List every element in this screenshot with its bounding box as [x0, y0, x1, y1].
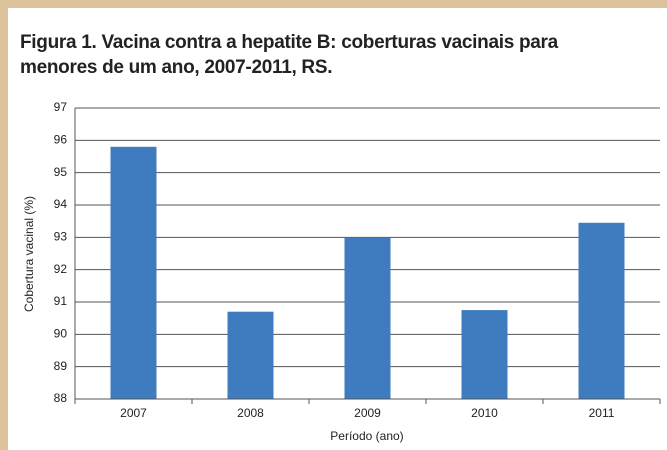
y-tick-label: 93 — [54, 230, 68, 244]
bar — [344, 237, 391, 399]
y-tick-label: 96 — [54, 133, 68, 147]
y-axis-label: Cobertura vacinal (%) — [22, 196, 36, 312]
bar — [461, 310, 508, 399]
bar — [578, 222, 625, 399]
x-axis-label: Período (ano) — [330, 429, 403, 443]
x-tick-label: 2010 — [471, 406, 498, 420]
bar — [110, 146, 157, 399]
y-tick-label: 91 — [54, 294, 68, 308]
chart-title: Figura 1. Vacina contra a hepatite B: co… — [20, 32, 558, 78]
x-tick-label: 2007 — [120, 406, 147, 420]
y-tick-label: 94 — [54, 197, 68, 211]
x-tick-label: 2009 — [354, 406, 381, 420]
y-tick-label: 88 — [54, 391, 68, 405]
y-tick-label: 90 — [54, 327, 68, 341]
y-tick-label: 95 — [54, 165, 68, 179]
y-tick-label: 89 — [54, 359, 68, 373]
y-tick-label: 97 — [54, 100, 68, 114]
bar — [227, 311, 274, 399]
x-tick-label: 2008 — [237, 406, 264, 420]
y-tick-label: 92 — [54, 262, 68, 276]
x-tick-label: 2011 — [589, 406, 615, 420]
